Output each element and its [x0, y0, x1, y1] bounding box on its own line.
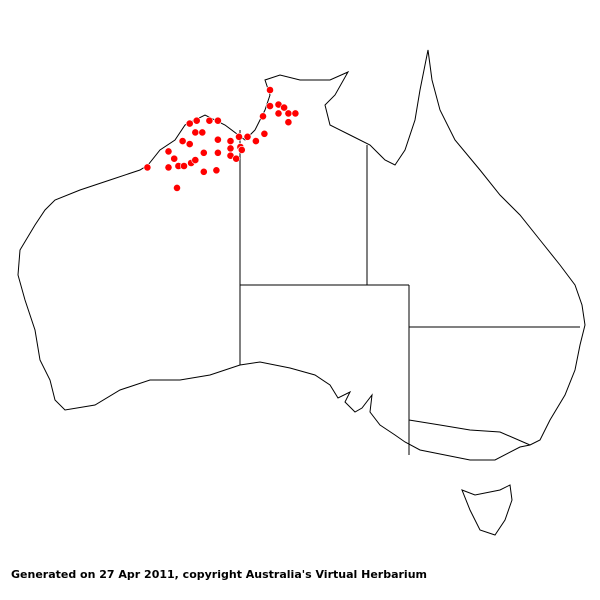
occurrence-dot: [243, 132, 252, 141]
occurrence-dot: [191, 156, 200, 164]
occurrence-dot: [164, 163, 173, 172]
occurrence-dot: [226, 137, 235, 145]
occurrence-dot: [212, 166, 221, 175]
tasmania-outline: [461, 484, 513, 536]
occurrence-dot: [280, 103, 288, 112]
occurrence-dot: [232, 154, 241, 163]
occurrence-dot: [266, 102, 274, 110]
occurrence-dot: [284, 118, 293, 127]
occurrence-dot: [199, 167, 208, 176]
occurrence-dot: [213, 116, 222, 125]
occurrence-dot: [185, 119, 194, 128]
occurrence-dot: [284, 109, 293, 118]
occurrence-dot: [143, 163, 152, 172]
occurrence-dot: [274, 109, 283, 118]
nsw-vic-border: [408, 419, 531, 446]
occurrence-dot: [213, 135, 222, 144]
occurrence-dot: [191, 128, 200, 137]
occurrence-dot: [235, 132, 243, 141]
state-borders: [239, 130, 580, 455]
occurrence-dot: [170, 154, 179, 163]
occurrence-dot: [185, 140, 194, 148]
occurrence-dot: [192, 116, 201, 125]
occurrence-dot: [173, 183, 181, 192]
occurrence-dot: [259, 112, 267, 121]
occurrence-dot: [260, 129, 269, 138]
occurrence-dot: [178, 137, 187, 145]
occurrence-dot: [180, 162, 188, 170]
occurrence-dot: [237, 145, 246, 154]
occurrence-dot: [251, 137, 260, 145]
copyright-caption: Generated on 27 Apr 2011, copyright Aust…: [11, 568, 427, 581]
mainland-outline: [17, 49, 586, 461]
occurrence-dot: [291, 109, 300, 118]
occurrence-dot: [226, 144, 235, 153]
occurrence-dot: [198, 128, 207, 137]
occurrence-dot: [199, 148, 208, 157]
australia-map: [17, 49, 586, 536]
occurrence-dot: [266, 86, 274, 94]
occurrence-dot: [205, 116, 214, 125]
occurrence-dot: [213, 148, 222, 157]
occurrence-points: [143, 86, 300, 192]
occurrence-dot: [164, 147, 173, 156]
